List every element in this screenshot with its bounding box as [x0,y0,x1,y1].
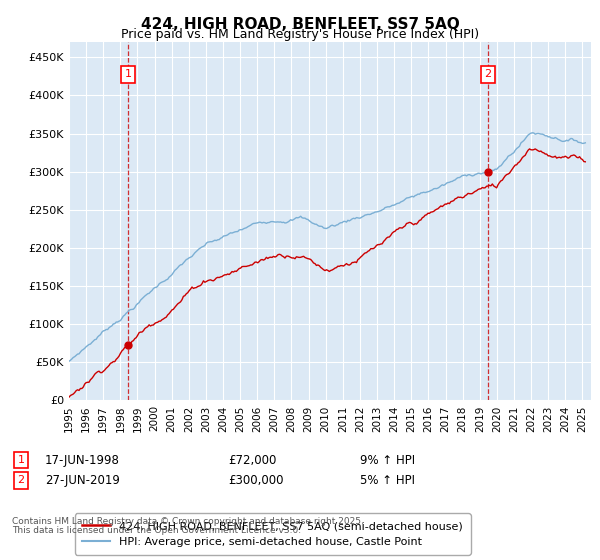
Text: Contains HM Land Registry data © Crown copyright and database right 2025.: Contains HM Land Registry data © Crown c… [12,516,364,526]
Text: Price paid vs. HM Land Registry's House Price Index (HPI): Price paid vs. HM Land Registry's House … [121,28,479,41]
Text: 2: 2 [17,475,25,486]
Text: £72,000: £72,000 [228,454,277,467]
Text: 27-JUN-2019: 27-JUN-2019 [45,474,120,487]
Text: 9% ↑ HPI: 9% ↑ HPI [360,454,415,467]
Text: £300,000: £300,000 [228,474,284,487]
Text: 424, HIGH ROAD, BENFLEET, SS7 5AQ: 424, HIGH ROAD, BENFLEET, SS7 5AQ [140,17,460,32]
Text: 2: 2 [484,69,491,80]
Text: 1: 1 [125,69,132,80]
Text: 1: 1 [17,455,25,465]
Text: This data is licensed under the Open Government Licence v3.0.: This data is licensed under the Open Gov… [12,526,301,535]
Text: 5% ↑ HPI: 5% ↑ HPI [360,474,415,487]
Text: 17-JUN-1998: 17-JUN-1998 [45,454,120,467]
Legend: 424, HIGH ROAD, BENFLEET, SS7 5AQ (semi-detached house), HPI: Average price, sem: 424, HIGH ROAD, BENFLEET, SS7 5AQ (semi-… [74,514,470,554]
